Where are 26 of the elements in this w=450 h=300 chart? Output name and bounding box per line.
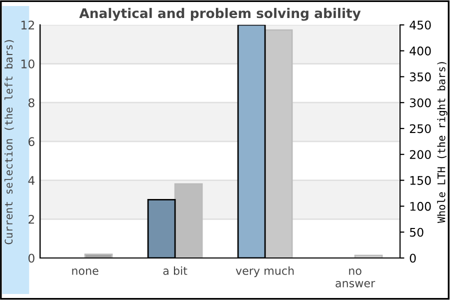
y2-tick-label: 100: [410, 202, 431, 211]
bar: [354, 254, 383, 258]
y-axis-title: Current selection (the left bars): [4, 40, 14, 244]
y-tick-label: 8: [28, 98, 34, 108]
x-tick-label: none: [72, 268, 98, 275]
chart-title: Analytical and problem solving ability: [79, 8, 361, 21]
y-tick-label: 6: [28, 137, 34, 146]
y2-tick-label: 0: [410, 254, 416, 263]
y-tick-label: 2: [28, 214, 34, 224]
y2-tick-label: 400: [410, 46, 431, 56]
x-tick-label: very much: [236, 266, 294, 278]
x-tick-label: a bit: [163, 266, 188, 275]
bar: [84, 254, 113, 258]
y-tick-label: 4: [28, 176, 35, 185]
y2-tick-label: 50: [410, 228, 424, 237]
x-tick-label: no answer: [336, 268, 376, 288]
y-tick-label: 0: [28, 254, 34, 263]
y2-tick-label: 350: [410, 72, 431, 82]
y2-tick-label: 150: [410, 176, 431, 185]
y2-tick-label: 250: [410, 124, 431, 134]
y2-axis-title: Whole LTH (the right bars): [437, 62, 448, 223]
y2-tick-label: 450: [410, 20, 431, 30]
y-tick-label: 12: [21, 20, 34, 30]
y2-tick-label: 200: [410, 150, 431, 160]
y2-tick-label: 300: [410, 98, 431, 108]
y-tick-label: 10: [21, 59, 34, 68]
